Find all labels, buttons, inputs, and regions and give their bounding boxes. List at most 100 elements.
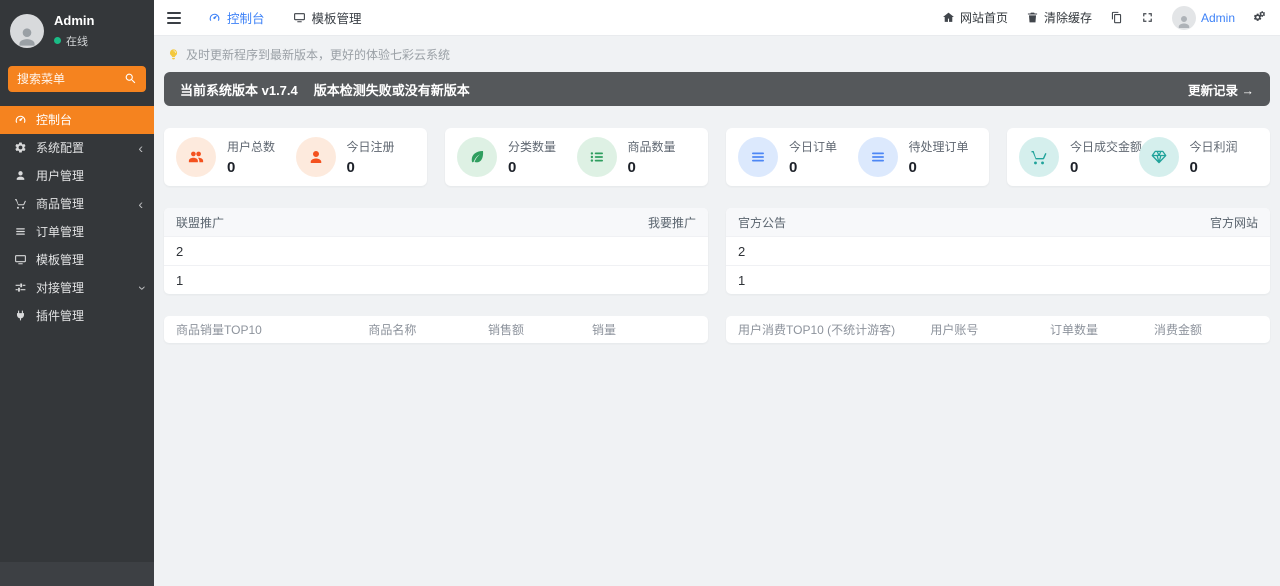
stat-card-revenue: 今日成交金额 0 今日利润 0 [1007,128,1270,186]
panel-title: 官方公告 [738,215,787,230]
stat-product-count: 商品数量 0 [576,137,697,177]
table-title: 用户消费TOP10 (不统计游客) [738,323,896,337]
list-ol-icon [576,137,617,177]
menu-toggle-icon[interactable] [154,0,194,35]
list-item[interactable]: 2 [726,236,1270,265]
home-icon [942,11,955,24]
tab-dashboard[interactable]: 控制台 [194,0,279,35]
column-header: 销售额 [487,323,524,337]
user-top10-table-header: 用户消费TOP10 (不统计游客) 用户账号 订单数量 消费金额 [726,316,1270,343]
bars-icon [738,137,778,177]
chevron-left-icon: ‹ [138,195,143,212]
sidebar-item-product-management[interactable]: 商品管理 ‹ [0,190,154,218]
announcement-panel: 官方公告 官方网站 2 1 [726,208,1270,294]
search-icon[interactable] [124,72,137,85]
update-log-link[interactable]: 更新记录 → [1188,83,1254,98]
tables-row: 商品销量TOP10 商品名称 销售额 销量 用户消费TOP10 (不统计游客) … [164,316,1270,343]
tab-template-management[interactable]: 模板管理 [279,0,376,35]
affiliate-panel: 联盟推广 我要推广 2 1 [164,208,708,294]
column-header: 用户账号 [930,323,979,337]
online-status-label: 在线 [66,35,88,48]
cart-icon [1019,137,1059,177]
update-hint-text: 及时更新程序到最新版本，更好的体验七彩云系统 [186,48,451,62]
topbar-right: 网站首页 清除缓存 Admin [942,0,1280,35]
user-icon [14,169,27,182]
sidebar-item-label: 商品管理 [36,197,85,212]
table-title: 商品销量TOP10 [176,323,262,337]
sidebar-user-name: Admin [54,13,95,28]
sidebar-item-label: 模板管理 [36,253,85,268]
list-item[interactable]: 2 [164,236,708,265]
menu-search-box[interactable] [8,65,146,92]
stat-label: 今日利润 [1189,140,1238,154]
chevron-down-icon: ‹ [132,285,149,290]
tv-icon [293,11,306,24]
user-icon [295,137,336,177]
sidebar-item-dashboard[interactable]: 控制台 [0,105,154,134]
stat-label: 今日注册 [346,140,395,154]
sidebar-item-label: 控制台 [36,113,73,128]
stat-label: 今日订单 [789,140,838,154]
sidebar-item-system-config[interactable]: 系统配置 ‹ [0,134,154,162]
stat-value: 0 [908,159,917,176]
column-header: 商品名称 [368,323,417,337]
fullscreen-button[interactable] [1141,11,1154,24]
gauge-icon [14,113,27,126]
sidebar-item-integration-management[interactable]: 对接管理 ‹ [0,274,154,302]
affiliate-action-link[interactable]: 我要推广 [647,215,696,230]
official-site-link[interactable]: 官方网站 [1209,215,1258,230]
online-dot-icon [54,37,61,45]
sidebar-item-label: 对接管理 [36,281,85,296]
sidebar-item-order-management[interactable]: 订单管理 [0,218,154,246]
cogs-icon [1253,11,1266,24]
stat-value: 0 [227,159,236,176]
sidebar-item-template-management[interactable]: 模板管理 [0,246,154,274]
paste-icon [1110,11,1123,24]
menu-search-input[interactable] [17,71,118,86]
stat-card-orders: 今日订单 0 待处理订单 0 [726,128,989,186]
sliders-icon [14,281,27,294]
stat-label: 商品数量 [627,140,676,154]
paste-button[interactable] [1110,11,1123,24]
stat-value: 0 [346,159,355,176]
clear-cache-link[interactable]: 清除缓存 [1026,9,1092,26]
stat-value: 0 [627,159,636,176]
trash-icon [1026,11,1039,24]
avatar[interactable] [1171,5,1196,30]
expand-icon [1141,11,1154,24]
avatar[interactable] [10,13,44,48]
stat-label: 今日成交金额 [1070,140,1143,154]
stat-card-catalog: 分类数量 0 商品数量 0 [445,128,708,186]
stat-label: 用户总数 [227,140,276,154]
sidebar-item-user-management[interactable]: 用户管理 [0,162,154,190]
user-menu[interactable]: Admin [1171,5,1235,30]
plug-icon [14,309,27,322]
stats-row: 用户总数 0 今日注册 0 分类数量 0 [164,128,1270,186]
version-current: 当前系统版本 v1.7.4 [180,82,298,98]
content: 及时更新程序到最新版本，更好的体验七彩云系统 当前系统版本 v1.7.4 版本检… [154,36,1280,586]
sidebar-menu: 控制台 系统配置 ‹ 用户管理 商品管理 ‹ 订单管理 模板管理 对接管理 ‹ [0,105,154,330]
panel-title: 联盟推广 [176,215,225,230]
stat-value: 0 [1070,159,1079,176]
column-header: 消费金额 [1153,323,1202,337]
bars-icon [14,225,27,238]
sidebar-item-label: 用户管理 [36,169,85,184]
site-home-label: 网站首页 [959,11,1008,25]
main-area: 控制台 模板管理 网站首页 清除缓存 Admin [154,0,1280,586]
user-menu-label[interactable]: Admin [1200,10,1235,25]
product-top10-table-header: 商品销量TOP10 商品名称 销售额 销量 [164,316,708,343]
version-status: 版本检测失败或没有新版本 [313,82,470,98]
version-bar: 当前系统版本 v1.7.4 版本检测失败或没有新版本 更新记录 → [164,72,1270,106]
stat-card-users: 用户总数 0 今日注册 0 [164,128,427,186]
site-home-link[interactable]: 网站首页 [942,9,1008,26]
list-item[interactable]: 1 [164,265,708,294]
gear-icon [14,141,27,154]
leaf-icon [457,137,497,177]
tv-icon [14,253,27,266]
column-header: 订单数量 [1049,323,1098,337]
list-item[interactable]: 1 [726,265,1270,294]
stat-user-total: 用户总数 0 [176,137,296,177]
sidebar-item-plugin-management[interactable]: 插件管理 [0,302,154,330]
settings-button[interactable] [1253,11,1266,24]
stat-value: 0 [1189,159,1198,176]
